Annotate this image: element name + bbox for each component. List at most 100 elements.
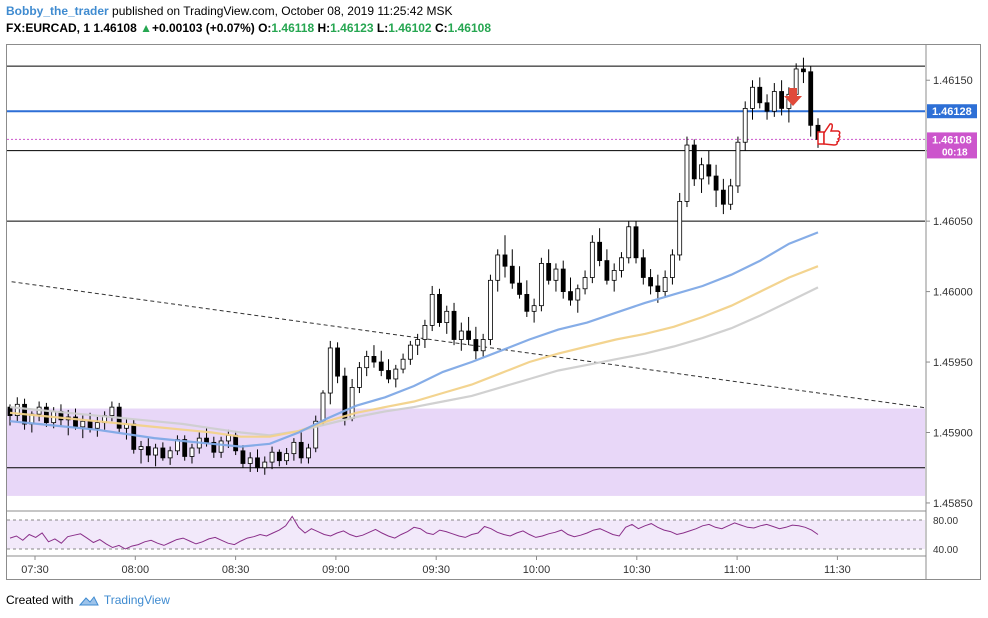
time-tick-label: 10:00 [523,564,551,576]
candle-body [7,406,13,416]
candle-body [87,420,93,429]
time-tick-label: 08:30 [222,564,250,576]
candle-body [131,423,137,450]
candle-body [298,441,304,459]
symbol-legend: FX:EURCAD, 1 1.46108 ▲+0.00103 (+0.07%) … [6,21,491,35]
candle-body [415,339,421,346]
rsi-line [9,515,819,550]
created-with-text: Created with [6,593,74,607]
plot-area [7,57,925,496]
candle-body [568,291,573,301]
last-price-tag [927,132,977,159]
candle-body [662,277,668,292]
candle-body [451,310,457,340]
low-label: L: [376,21,389,35]
candle-body [284,453,290,462]
candle-body [473,339,479,352]
candle-body [640,257,646,278]
candle-body [335,347,340,377]
candle-body [720,189,726,205]
candle-body [677,201,683,256]
trend-line [11,281,925,409]
candle-body [43,406,49,424]
candle-body [735,141,741,187]
candle-body [269,451,275,463]
candle-body [167,450,173,459]
candle-body [764,102,770,112]
candle-body [189,447,195,457]
candle-body [466,330,471,340]
moving-average-slow [9,286,819,437]
candle-body [502,254,508,267]
candle-body [670,254,675,278]
candle-body [619,257,624,271]
candle-body [575,288,581,301]
candle-body [342,375,348,419]
candle-body [255,457,260,469]
time-tick-label: 09:30 [422,564,450,576]
change-up-arrow-icon: ▲ [140,21,152,35]
price-tick-label: 1.45950 [933,357,973,369]
candle-body [691,144,697,180]
candle-body [808,71,814,126]
candle-body [327,347,333,394]
candle-body [218,440,224,453]
time-tick-label: 08:00 [122,564,150,576]
support-zone [7,408,925,496]
candles [7,57,821,475]
candle-body [364,356,370,369]
candle-body [655,285,661,292]
author-name[interactable]: Bobby_the_trader [6,4,109,18]
candle-body [393,368,399,380]
open-value: 1.46118 [271,21,315,35]
candle-body [538,263,544,307]
price-tick-label: 1.46000 [933,287,973,299]
candle-body [633,226,639,259]
time-tick-label: 11:30 [824,564,851,576]
chart-frame[interactable] [6,44,981,580]
candle-body [109,406,115,416]
candle-body [378,361,384,371]
candle-body [699,164,704,180]
candle-body [422,325,428,340]
high-value: 1.46123 [330,21,374,35]
candle-body [400,358,406,370]
candle-body [480,339,486,352]
candle-body [429,294,435,326]
candle-body [458,330,464,340]
candle-body [648,277,653,287]
candle-body [524,294,530,312]
candle-body [80,420,86,428]
rsi-level-label: 40.00 [933,545,958,556]
symbol-label[interactable]: FX:EURCAD, 1 [6,21,91,35]
time-tick-label: 09:00 [322,564,350,576]
candle-body [604,260,610,281]
candle-body [204,437,209,443]
candle-body [14,403,20,416]
close-value: 1.46108 [447,21,492,35]
candle-body [779,91,785,109]
tradingview-link[interactable]: TradingView [103,593,170,607]
price-change: +0.00103 (+0.07%) [151,21,255,35]
last-price: 1.46108 [93,21,137,35]
moving-average-fast [9,231,819,448]
candle-body [611,270,617,281]
candle-body [495,254,501,281]
candle-body [233,434,239,452]
low-value: 1.46102 [388,21,432,35]
candle-body [371,356,377,363]
rsi-band [7,520,925,549]
candle-body [713,175,719,191]
candle-body [291,441,297,455]
candle-body [444,310,450,323]
candle-body [306,447,311,459]
countdown-label: 00:18 [942,147,968,158]
time-tick-label: 07:30 [21,564,49,576]
price-tick-label: 1.46050 [933,216,973,228]
last-price-label: 1.46108 [932,134,972,146]
candle-body [240,450,246,464]
candle-body [488,279,493,340]
candle-body [182,439,188,457]
candle-body [560,268,566,292]
